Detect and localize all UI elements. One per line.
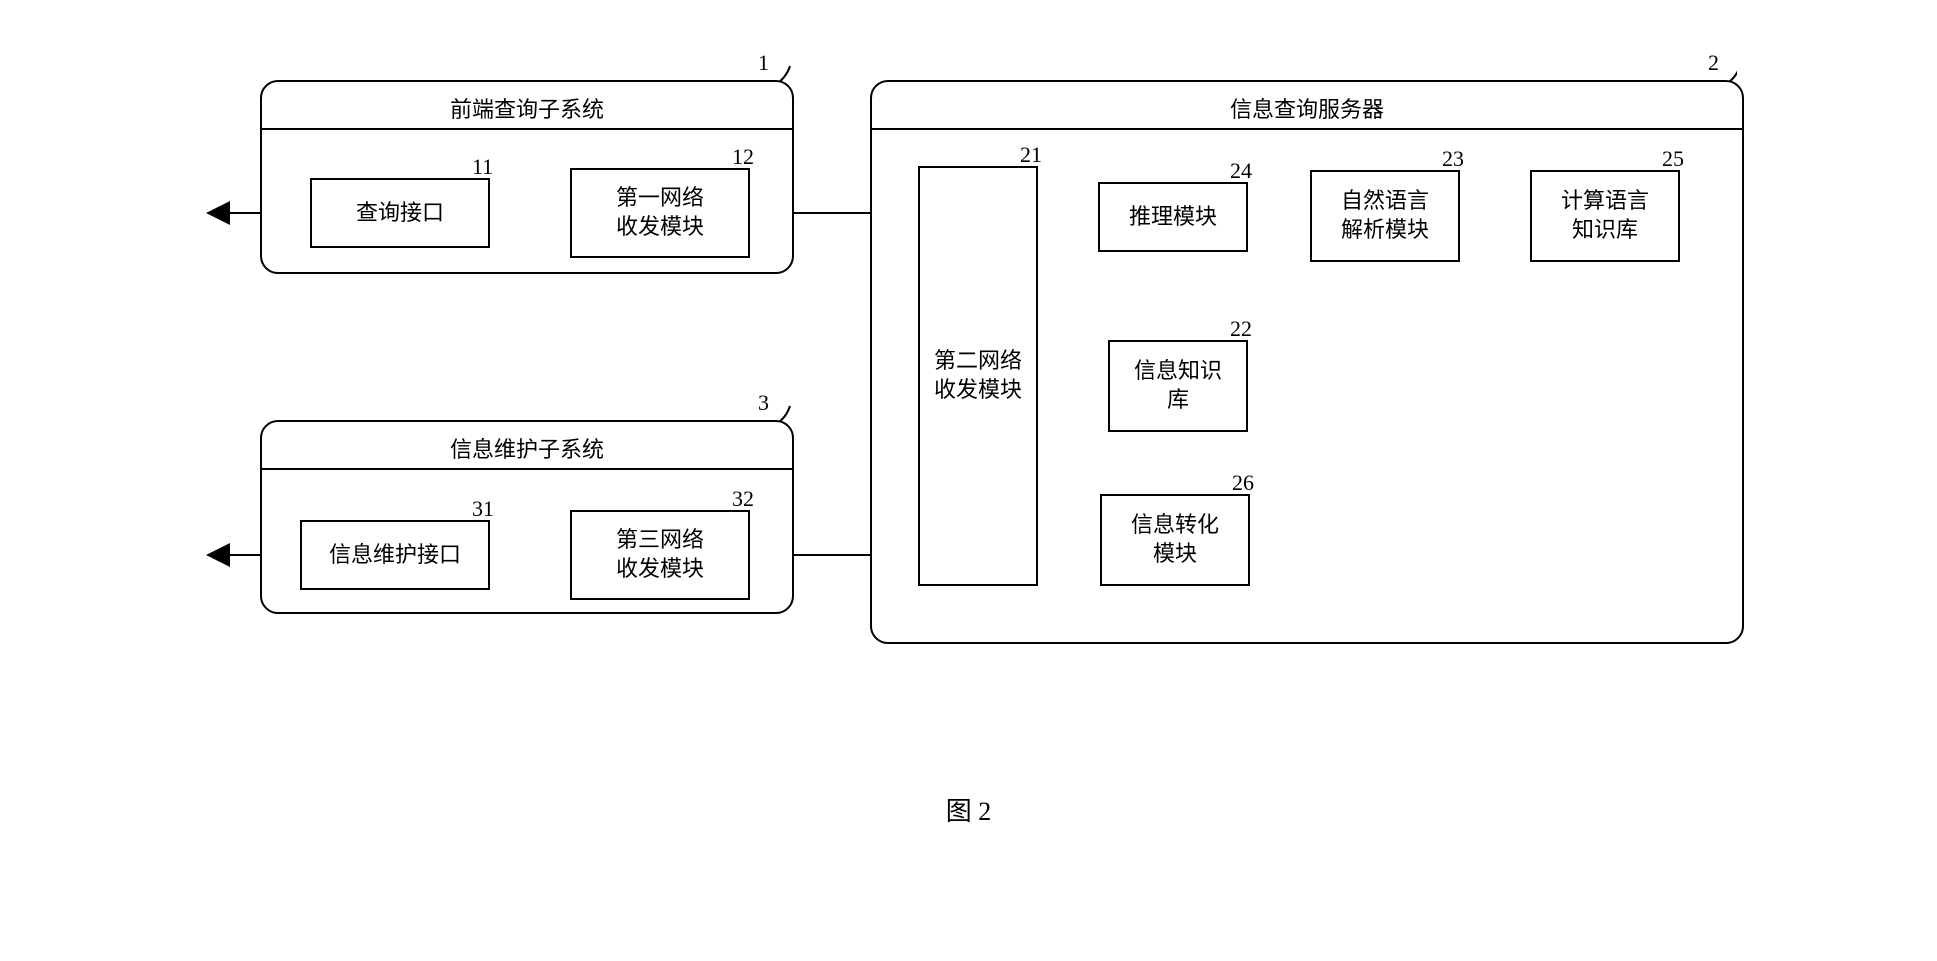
diagram-canvas: 前端查询子系统1信息查询服务器2信息维护子系统3查询接口11第一网络收发模块12…	[200, 20, 1737, 781]
box-b26: 信息转化模块	[1100, 494, 1250, 586]
box-b12: 第一网络收发模块	[570, 168, 750, 258]
panel-divider-p3	[262, 468, 792, 470]
box-label-b26: 26	[1232, 470, 1254, 496]
panel-title-p3: 信息维护子系统	[262, 432, 792, 464]
panel-tick-p2	[1718, 78, 1753, 98]
figure-caption: 图 2	[20, 791, 1917, 828]
panel-label-p2: 2	[1708, 50, 1719, 76]
box-label-b21: 21	[1020, 142, 1042, 168]
box-label-b31: 31	[472, 496, 494, 522]
box-label-b12: 12	[732, 144, 754, 170]
panel-label-p3: 3	[758, 390, 769, 416]
panel-tick-p3	[768, 418, 803, 438]
panel-divider-p1	[262, 128, 792, 130]
box-label-b24: 24	[1230, 158, 1252, 184]
box-b24: 推理模块	[1098, 182, 1248, 252]
panel-tick-p1	[768, 78, 803, 98]
box-label-b32: 32	[732, 486, 754, 512]
box-label-b25: 25	[1662, 146, 1684, 172]
box-label-b22: 22	[1230, 316, 1252, 342]
box-b32: 第三网络收发模块	[570, 510, 750, 600]
panel-title-p1: 前端查询子系统	[262, 92, 792, 124]
box-b22: 信息知识库	[1108, 340, 1248, 432]
panel-title-p2: 信息查询服务器	[872, 92, 1742, 124]
box-label-b23: 23	[1442, 146, 1464, 172]
panel-label-p1: 1	[758, 50, 769, 76]
box-label-b11: 11	[472, 154, 493, 180]
box-b21: 第二网络收发模块	[918, 166, 1038, 586]
box-b31: 信息维护接口	[300, 520, 490, 590]
box-b25: 计算语言知识库	[1530, 170, 1680, 262]
box-b11: 查询接口	[310, 178, 490, 248]
panel-divider-p2	[872, 128, 1742, 130]
box-b23: 自然语言解析模块	[1310, 170, 1460, 262]
